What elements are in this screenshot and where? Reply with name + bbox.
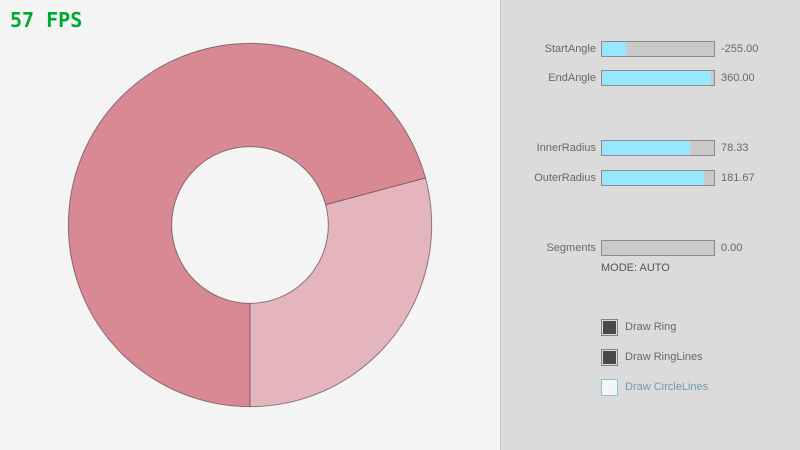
checkbox-draw-circlelines[interactable]: Draw CircleLines — [601, 379, 791, 396]
checkmark-fill — [603, 351, 616, 364]
slider-label: InnerRadius — [536, 142, 596, 154]
ring-single-region — [250, 177, 432, 407]
slider-track[interactable] — [601, 240, 715, 256]
slider-label: StartAngle — [544, 43, 596, 55]
slider-value: 360.00 — [721, 72, 755, 84]
fps-counter: 57 FPS — [10, 8, 83, 32]
checkbox-box-checked[interactable] — [601, 349, 618, 366]
checkbox-label: Draw Ring — [625, 321, 677, 333]
slider-fill — [602, 171, 704, 185]
ring-outlines — [67, 42, 433, 408]
slider-value: 0.00 — [721, 242, 743, 254]
checkbox-draw-ring[interactable]: Draw Ring — [601, 319, 791, 336]
slider-track[interactable] — [601, 70, 715, 86]
ring-canvas — [67, 42, 433, 408]
slider-segments: Segments 0.00 — [501, 240, 800, 256]
slider-label: Segments — [546, 242, 596, 254]
checkbox-label: Draw RingLines — [625, 351, 703, 363]
controls-panel: StartAngle -255.00 EndAngle 360.00 Inner… — [500, 0, 800, 450]
mode-label: MODE: AUTO — [601, 262, 670, 274]
checkbox-box-unchecked[interactable] — [601, 379, 618, 396]
slider-track[interactable] — [601, 41, 715, 57]
slider-value: 78.33 — [721, 142, 749, 154]
slider-value: 181.67 — [721, 172, 755, 184]
slider-track[interactable] — [601, 170, 715, 186]
slider-track[interactable] — [601, 140, 715, 156]
slider-startangle: StartAngle -255.00 — [501, 41, 800, 57]
slider-value: -255.00 — [721, 43, 759, 55]
slider-fill — [602, 71, 711, 85]
slider-label: OuterRadius — [534, 172, 596, 184]
slider-outerradius: OuterRadius 181.67 — [501, 170, 800, 186]
checkbox-box-checked[interactable] — [601, 319, 618, 336]
checkmark-fill — [603, 321, 616, 334]
slider-fill — [602, 42, 626, 56]
slider-fill — [602, 141, 690, 155]
checkbox-label: Draw CircleLines — [625, 381, 709, 393]
slider-label: EndAngle — [548, 72, 596, 84]
checkbox-draw-ringlines[interactable]: Draw RingLines — [601, 349, 791, 366]
slider-innerradius: InnerRadius 78.33 — [501, 140, 800, 156]
slider-endangle: EndAngle 360.00 — [501, 70, 800, 86]
